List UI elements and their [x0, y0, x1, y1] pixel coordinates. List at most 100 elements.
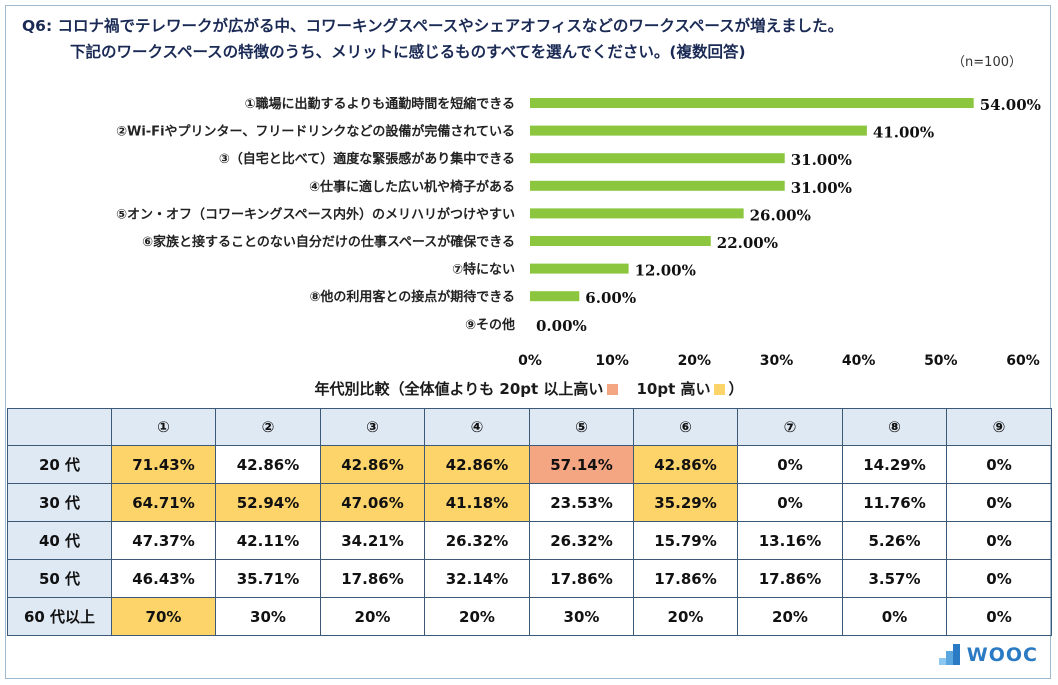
bar — [530, 291, 580, 302]
table-cell: 0% — [946, 559, 1052, 598]
subtitle-prefix: 年代別比較（全体値よりも 20pt 以上高い — [314, 380, 604, 398]
table-cell: 32.14% — [424, 559, 530, 598]
x-tick-label: 20% — [678, 353, 712, 369]
table-cell: 42.11% — [215, 521, 321, 560]
table-cell: 26.32% — [529, 521, 634, 560]
table-cell: 17.86% — [633, 559, 738, 598]
wooc-logo: WOOC — [938, 644, 1038, 666]
logo-text: WOOC — [966, 644, 1038, 666]
table-row: 30 代 64.71% 52.94% 47.06% 41.18% 23.53% 35.29%… — [7, 483, 1052, 522]
question-title-line1: Q6: コロナ禍でテレワークが広がる中、コワーキングスペースやシェアオフィスなど… — [22, 17, 844, 35]
value-label: 0.00% — [536, 317, 587, 335]
table-cell: 20% — [320, 597, 425, 636]
table-cell: 42.86% — [633, 445, 738, 484]
header-cell: ⑦ — [737, 408, 843, 446]
table-cell: 20% — [424, 597, 530, 636]
header-cell: ⑧ — [842, 408, 947, 446]
value-label: 31.00% — [791, 179, 852, 197]
table-cell: 47.37% — [111, 521, 216, 560]
bar — [530, 236, 711, 246]
value-label: 12.00% — [635, 262, 696, 280]
table-cell: 71.43% — [111, 445, 216, 484]
subtitle-mid: 10pt 高い — [636, 380, 711, 398]
wooc-blocks-icon — [938, 644, 960, 665]
category-label: ①職場に出勤するよりも通勤時間を短縮できる — [245, 96, 516, 112]
table-cell: 0% — [946, 521, 1052, 560]
value-label: 6.00% — [585, 289, 636, 307]
table-cell: 13.16% — [737, 521, 843, 560]
header-cell: ④ — [424, 408, 530, 446]
category-label: ⑧他の利用客との接点が期待できる — [309, 289, 515, 305]
table-cell: 20% — [633, 597, 738, 636]
value-label: 31.00% — [791, 151, 852, 169]
table-row: 60 代以上 70% 30% 20% 20% 30% 20% 20% 0% 0% — [7, 597, 1052, 636]
header-corner-cell — [7, 408, 112, 446]
row-age-label: 60 代以上 — [7, 597, 112, 636]
table-cell: 0% — [842, 597, 947, 636]
bar — [530, 125, 867, 136]
table-cell: 42.86% — [215, 445, 321, 484]
x-tick-label: 50% — [924, 353, 958, 369]
header-cell: ② — [215, 408, 321, 446]
bar-chart: ①職場に出勤するよりも通勤時間を短縮できる 54.00% ②Wi-Fiやプリンター、… — [116, 96, 1041, 369]
bar — [530, 208, 744, 219]
table-cell: 11.76% — [842, 483, 947, 522]
legend-20pt-swatch — [607, 384, 619, 395]
table-cell: 64.71% — [111, 483, 216, 522]
bar — [530, 98, 974, 108]
table-cell: 0% — [737, 445, 843, 484]
table-cell: 17.86% — [320, 559, 425, 598]
value-label: 41.00% — [873, 124, 934, 142]
header-cell: ⑥ — [633, 408, 738, 446]
x-tick-label: 40% — [842, 353, 876, 369]
table-cell: 14.29% — [842, 445, 947, 484]
table-cell: 30% — [215, 597, 321, 636]
category-label: ⑤オン・オフ（コワーキングスペース内外）のメリハリがつけやすい — [116, 206, 515, 222]
table-cell: 15.79% — [633, 521, 738, 560]
category-label: ④仕事に適した広い机や椅子がある — [309, 179, 515, 195]
table-cell: 0% — [737, 483, 843, 522]
value-label: 54.00% — [980, 96, 1041, 114]
sample-size-label: （n=100） — [952, 55, 1022, 70]
category-label: ②Wi-Fiやプリンター、フリードリンクなどの設備が完備されている — [116, 124, 515, 140]
table-cell: 30% — [529, 597, 634, 636]
table-cell: 57.14% — [529, 445, 634, 484]
bar — [530, 153, 785, 164]
row-age-label: 20 代 — [7, 445, 112, 484]
table-cell: 0% — [946, 445, 1052, 484]
value-label: 22.00% — [717, 234, 778, 252]
row-age-label: 50 代 — [7, 559, 112, 598]
table-cell: 70% — [111, 597, 216, 636]
table-row: 50 代 46.43% 35.71% 17.86% 32.14% 17.86% 17.86%… — [7, 559, 1052, 598]
table-cell: 20% — [737, 597, 843, 636]
bar — [530, 180, 785, 191]
table-cell: 35.71% — [215, 559, 321, 598]
x-tick-label: 0% — [518, 353, 542, 369]
table-cell: 23.53% — [529, 483, 634, 522]
bar — [530, 263, 629, 274]
table-cell: 46.43% — [111, 559, 216, 598]
header-cell: ① — [111, 408, 216, 446]
table-subtitle: 年代別比較（全体値よりも 20pt 以上高い 10pt 高い ） — [0, 378, 1058, 399]
table-cell: 34.21% — [320, 521, 425, 560]
table-cell: 17.86% — [737, 559, 843, 598]
table-cell: 42.86% — [320, 445, 425, 484]
figure-frame — [5, 5, 1051, 679]
subtitle-suffix: ） — [728, 380, 744, 398]
x-tick-label: 30% — [760, 353, 794, 369]
row-age-label: 40 代 — [7, 521, 112, 560]
table-cell: 42.86% — [424, 445, 530, 484]
category-label: ③（自宅と比べて）適度な緊張感があり集中できる — [219, 151, 515, 167]
value-label: 26.00% — [750, 206, 811, 224]
table-cell: 47.06% — [320, 483, 425, 522]
table-cell: 26.32% — [424, 521, 530, 560]
legend-10pt-swatch — [714, 384, 726, 395]
table-cell: 41.18% — [424, 483, 530, 522]
x-tick-label: 10% — [595, 353, 629, 369]
age-comparison-table: ① ② ③ ④ ⑤ ⑥ ⑦ ⑧ ⑨ 20 代 71.43% 42.86% 42.86% 42.86% 57.… — [7, 408, 1052, 636]
table-cell: 5.26% — [842, 521, 947, 560]
question-title-line2: 下記のワークスペースの特徴のうち、メリットに感じるものすべてを選んでください。(… — [70, 43, 746, 61]
table-cell: 35.29% — [633, 483, 738, 522]
table-cell: 0% — [946, 597, 1052, 636]
